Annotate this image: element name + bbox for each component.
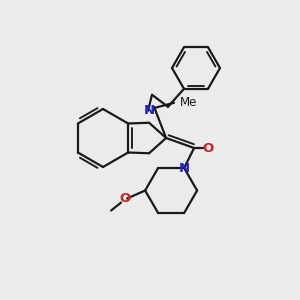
Text: N: N	[178, 161, 190, 175]
Text: O: O	[119, 192, 131, 205]
Text: O: O	[202, 142, 214, 154]
Text: N: N	[143, 104, 155, 117]
Text: Me: Me	[180, 96, 197, 109]
